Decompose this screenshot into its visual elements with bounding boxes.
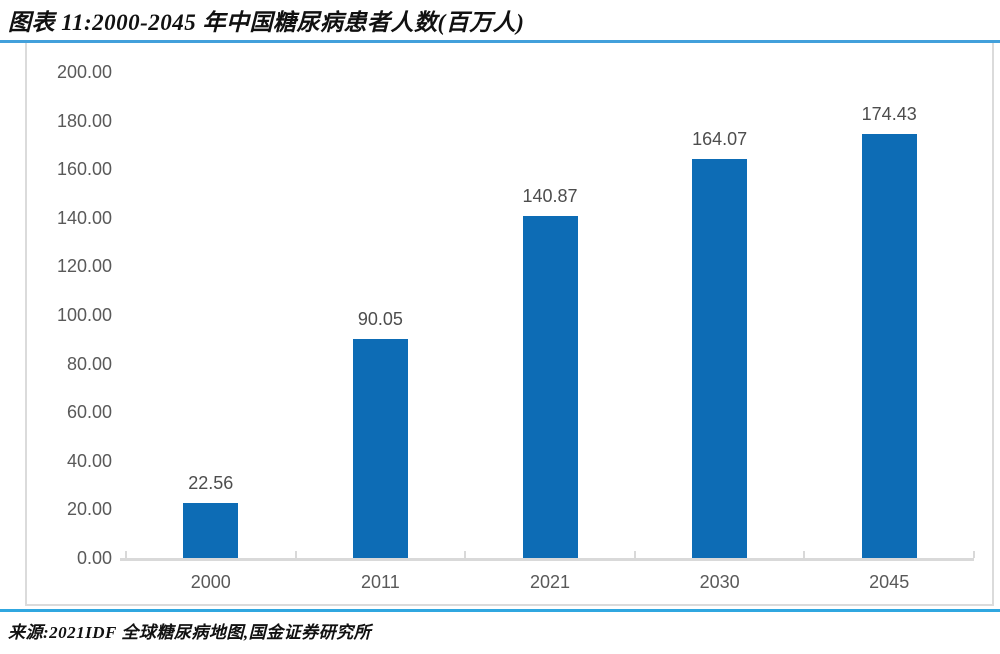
y-axis-tick-label: 120.00 [56,256,112,277]
y-axis-tick-label: 20.00 [66,499,112,520]
x-axis-category-label: 2000 [190,572,231,592]
x-axis-tick [294,551,297,558]
footer-rule [0,609,1000,612]
x-axis-tick [973,551,975,558]
bar-value-label: 164.07 [692,129,748,150]
bar [352,339,408,558]
plot-area: 0.00 20.00 40.00 60.00 80.00 100.00 120.00 140.… [27,43,992,604]
bar [692,159,748,558]
x-axis-category-label: 2045 [869,572,910,592]
x-axis-tick [125,551,127,558]
y-axis-tick-label: 100.00 [56,305,112,325]
y-axis-tick-label: 0.00 [76,548,112,568]
chart-container: 0.00 20.00 40.00 60.00 80.00 100.00 120.00 140.… [25,43,994,606]
x-axis-tick [464,551,467,558]
bar [183,503,239,558]
bar-value-label: 22.56 [188,473,234,494]
x-axis-category-label: 2030 [699,572,740,592]
bar-value-label: 90.05 [357,309,403,330]
x-axis-category-label: 2011 [361,572,400,592]
y-axis-tick-label: 80.00 [66,353,112,374]
bar-value-label: 174.43 [861,104,917,125]
y-axis-tick-label: 140.00 [56,207,112,228]
bar [522,215,578,558]
x-axis-tick [633,551,636,558]
x-axis-line [120,558,974,561]
bar [861,134,917,558]
y-axis-tick-label: 160.00 [56,159,112,180]
title-rule [0,40,1000,43]
y-axis-tick-label: 60.00 [66,402,112,423]
x-axis-tick [803,551,806,558]
bar-value-label: 140.87 [522,185,578,206]
x-axis-category-label: 2021 [529,572,571,592]
y-axis-tick-label: 180.00 [56,110,112,131]
y-axis-tick-label: 40.00 [66,450,112,471]
y-axis-tick-label: 200.00 [56,62,112,82]
source-note: 来源:2021IDF 全球糖尿病地图,国金证券研究所 [8,623,372,642]
figure-title: 图表 11:2000-2045 年中国糖尿病患者人数(百万人) [8,10,525,35]
